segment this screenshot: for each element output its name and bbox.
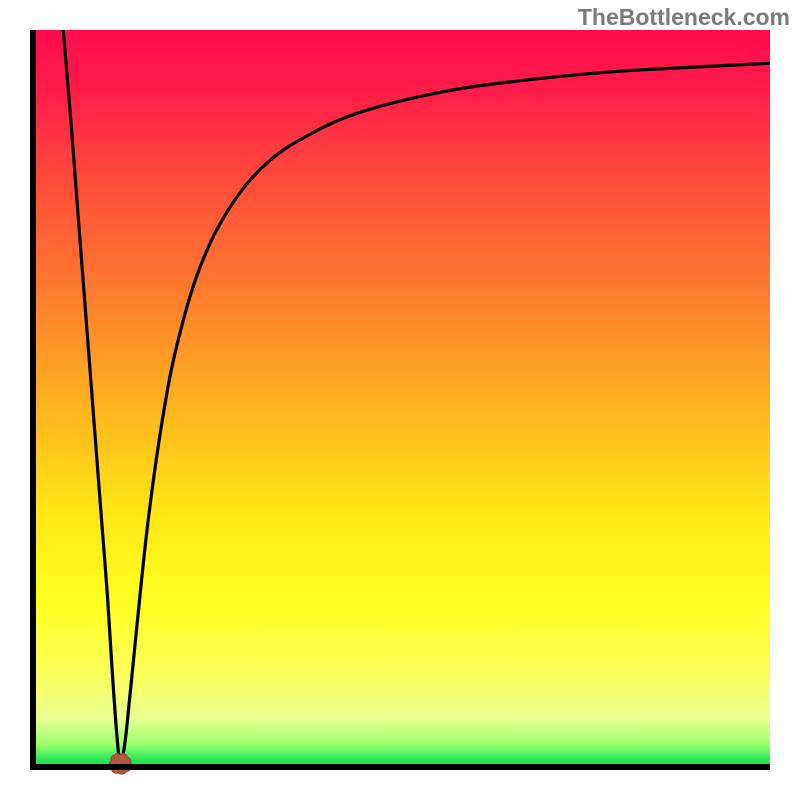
bottleneck-curve (30, 30, 770, 770)
plot-area (30, 30, 770, 770)
chart-container: TheBottleneck.com (0, 0, 800, 800)
watermark-label: TheBottleneck.com (578, 4, 790, 31)
optimal-point-marker (107, 750, 133, 776)
